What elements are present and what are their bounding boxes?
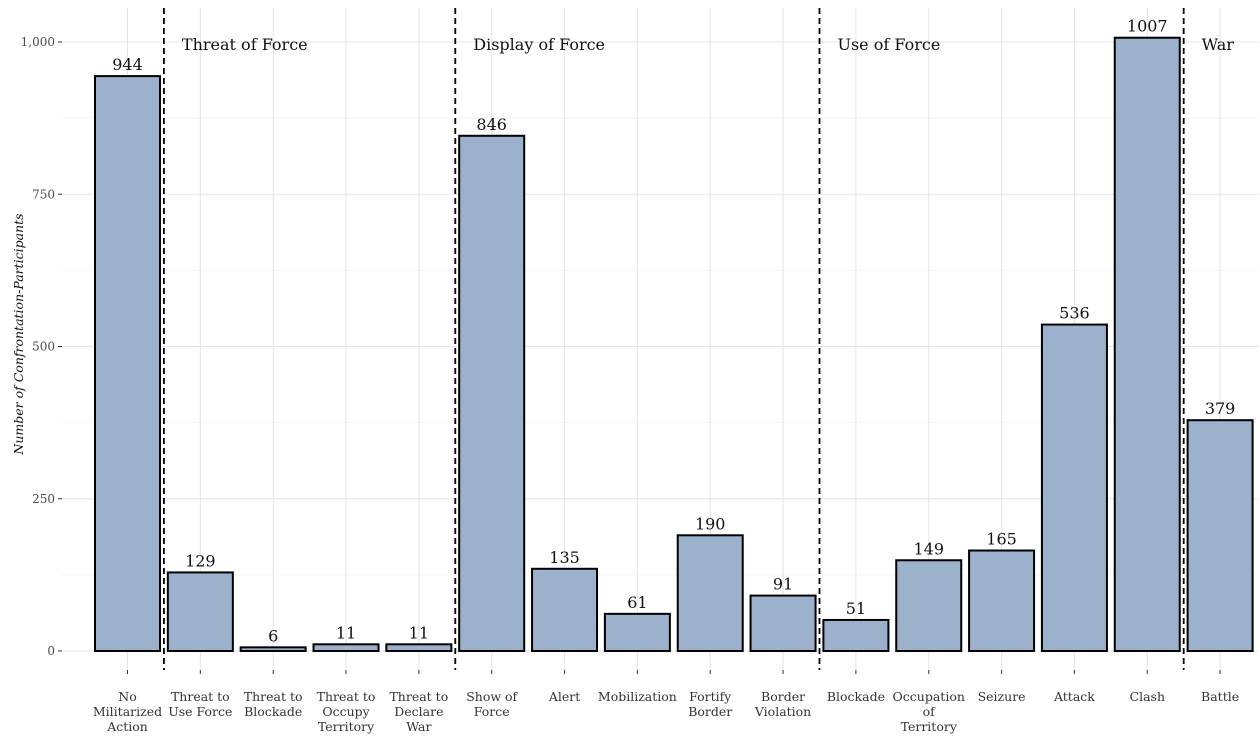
bar-value-label: 1007: [1127, 17, 1168, 36]
x-tick-label-line: Territory: [901, 719, 958, 734]
x-tick-label-line: Threat to: [244, 689, 303, 704]
bar-value-label: 11: [336, 623, 356, 642]
x-tick-label-line: Alert: [548, 689, 580, 704]
y-tick-label: 750: [32, 187, 55, 201]
bar-value-label: 11: [409, 623, 429, 642]
group-label: War: [1202, 35, 1235, 54]
x-tick-label-line: No: [118, 689, 136, 704]
x-tick-label-line: Occupation: [893, 689, 965, 704]
x-tick-label-line: Militarized: [93, 704, 162, 719]
x-tick-label-line: Threat to: [389, 689, 448, 704]
x-tick-label: Fortify Border: [688, 689, 732, 719]
y-axis: 0 250 500 750 1,000: [21, 35, 62, 658]
x-tick-label-line: Territory: [318, 719, 375, 734]
x-tick-label-line: Force: [474, 704, 510, 719]
bar-value-label: 6: [268, 626, 278, 645]
x-tick-label: No Militarized Action: [93, 689, 162, 734]
bar-value-label: 91: [773, 575, 793, 594]
x-tick-label-line: Use Force: [168, 704, 232, 719]
x-tick-label-line: Declare: [394, 704, 443, 719]
bar: [166, 571, 234, 653]
x-tick-label: Seizure: [978, 689, 1026, 704]
bar: [458, 134, 526, 652]
x-tick-label-line: of: [923, 704, 937, 719]
bar-value-label: 944: [112, 55, 143, 74]
bar-value-labels: 944 129 6 11 11 846 135 61 190 91 51 149 165 536 1007 3…: [112, 17, 1235, 646]
bar: [94, 75, 161, 652]
bar: [385, 643, 453, 653]
x-tick-label: Occupation of Territory: [893, 689, 965, 734]
x-tick-label: Clash: [1130, 689, 1165, 704]
bar: [603, 612, 671, 653]
y-tick-label: 1,000: [21, 35, 55, 49]
bar-value-label: 846: [476, 115, 507, 134]
x-tick-label: Show of Force: [466, 689, 518, 719]
x-tick-label-line: Battle: [1201, 689, 1239, 704]
x-tick-label-line: Occupy: [322, 704, 370, 719]
group-separators: [163, 8, 1185, 670]
x-tick-label-line: Blockade: [244, 704, 302, 719]
bar: [1113, 36, 1181, 652]
x-tick-label-line: Blockade: [827, 689, 885, 704]
x-tick-label: Battle: [1201, 689, 1239, 704]
x-tick-label-line: Clash: [1130, 689, 1165, 704]
bar-value-label: 190: [695, 514, 726, 533]
group-label: Threat of Force: [182, 35, 308, 54]
bar-value-label: 61: [627, 593, 647, 612]
x-tick-label: Threat to Declare War: [389, 689, 448, 734]
x-tick-label: Border Violation: [754, 689, 811, 719]
x-tick-label: Threat to Blockade: [244, 689, 303, 719]
bar: [895, 559, 963, 652]
bar: [1040, 323, 1108, 652]
x-tick-label: Blockade: [827, 689, 885, 704]
x-tick-label-line: Attack: [1053, 689, 1095, 704]
bar: [676, 534, 744, 652]
x-tick-label-line: Threat to: [171, 689, 230, 704]
group-label: Use of Force: [837, 35, 940, 54]
bar-value-label: 165: [986, 530, 1017, 549]
bar-value-label: 51: [846, 599, 866, 618]
bar: [822, 618, 890, 652]
x-tick-label: Attack: [1053, 689, 1095, 704]
bar: [531, 567, 599, 652]
bar: [749, 594, 817, 652]
y-tick-label: 0: [47, 644, 55, 658]
x-tick-label-line: Border: [688, 704, 732, 719]
bars: [94, 36, 1254, 653]
bar: [1186, 419, 1254, 652]
x-tick-label: Threat to Occupy Territory: [317, 689, 376, 734]
bar: [968, 549, 1036, 653]
x-tick-label-line: Border: [761, 689, 805, 704]
bar: [239, 646, 307, 653]
bar-value-label: 129: [185, 551, 216, 570]
x-tick-label-line: Fortify: [689, 689, 732, 704]
x-tick-label: Alert: [548, 689, 580, 704]
x-tick-label-line: Action: [106, 719, 148, 734]
y-tick-label: 500: [32, 340, 55, 354]
bar-value-label: 536: [1059, 304, 1090, 323]
bar: [312, 643, 380, 653]
x-tick-label: Mobilization: [598, 689, 677, 704]
group-label: Display of Force: [473, 35, 605, 54]
x-tick-label-line: Threat to: [317, 689, 376, 704]
bar-value-label: 379: [1205, 399, 1236, 418]
x-tick-label-line: Violation: [754, 704, 811, 719]
x-tick-label-line: Seizure: [978, 689, 1026, 704]
y-axis-title: Number of Confrontation-Participants: [11, 213, 26, 455]
y-tick-label: 250: [32, 492, 55, 506]
x-tick-label-line: Show of: [466, 689, 518, 704]
x-tick-label-line: Mobilization: [598, 689, 677, 704]
bar-value-label: 149: [913, 539, 944, 558]
x-tick-label: Threat to Use Force: [168, 689, 232, 719]
x-tick-label-line: War: [406, 719, 431, 734]
bar-value-label: 135: [549, 548, 580, 567]
group-labels: Threat of Force Display of Force Use of Fo…: [182, 35, 1234, 54]
